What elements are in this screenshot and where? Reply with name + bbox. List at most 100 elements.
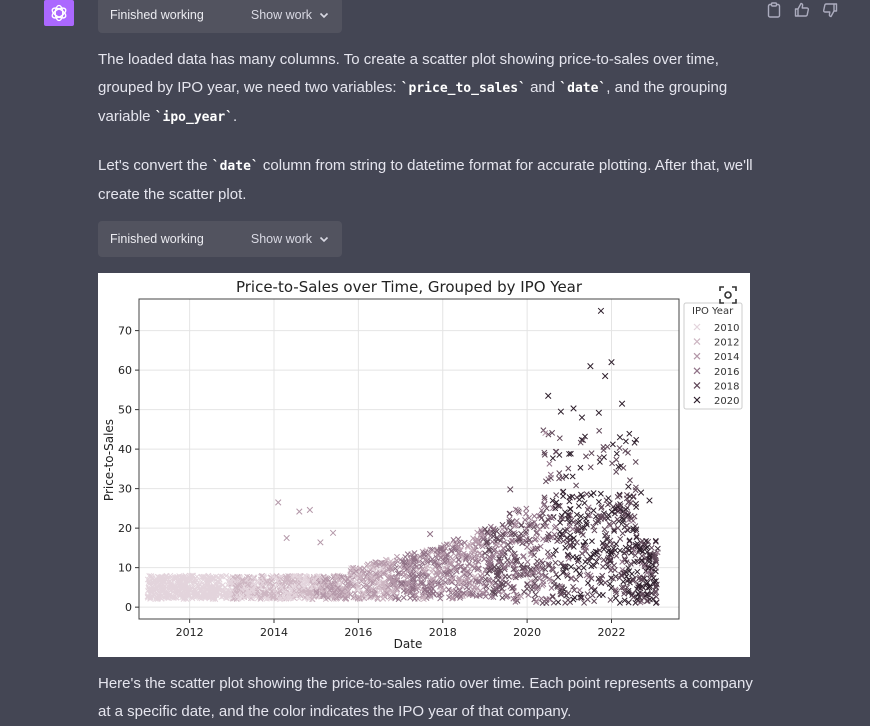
scatter-point (562, 563, 569, 569)
scatter-point (481, 580, 488, 587)
scatter-point (239, 576, 246, 583)
scatter-point (449, 595, 456, 602)
scatter-point (403, 559, 410, 566)
clipboard-icon[interactable] (764, 0, 784, 20)
scatter-point (481, 556, 488, 563)
scatter-point (583, 453, 589, 460)
scatter-point (545, 392, 552, 399)
scatter-point (336, 581, 342, 587)
scatter-point (513, 591, 520, 598)
scatter-point (206, 577, 213, 584)
scatter-point (499, 594, 506, 601)
thumbs-up-icon[interactable] (792, 0, 812, 20)
scatter-point (364, 571, 371, 578)
scatter-point (557, 408, 565, 415)
scatter-point (624, 492, 630, 498)
scatter-point (596, 512, 603, 519)
scatter-point (632, 599, 639, 606)
show-work-toggle[interactable]: Show work (251, 232, 330, 246)
scatter-point (272, 590, 279, 597)
scatter-point (596, 454, 603, 461)
y-tick-label: 50 (118, 404, 132, 417)
scatter-point (497, 567, 504, 574)
scatter-point (645, 591, 652, 598)
scatter-point (499, 526, 506, 533)
scatter-point (492, 585, 499, 592)
scatter-point (406, 566, 412, 573)
scatter-point (504, 592, 511, 599)
scatter-point (333, 573, 340, 580)
scatter-point (638, 552, 645, 559)
scatter-point (651, 550, 658, 557)
scatter-point (570, 535, 577, 542)
scatter-point (209, 586, 216, 593)
scatter-point (296, 572, 303, 579)
scatter-point (490, 594, 497, 601)
scatter-point (426, 576, 433, 583)
scatter-point (608, 359, 615, 366)
scatter-point (446, 560, 453, 567)
chevron-down-icon (319, 236, 329, 243)
scatter-point (576, 518, 583, 525)
scatter-point (302, 573, 309, 580)
scatter-point (606, 580, 613, 587)
scatter-point (653, 584, 660, 591)
scatter-point (599, 591, 606, 598)
scatter-point (214, 584, 221, 591)
scatter-point (619, 514, 626, 521)
scatter-point (420, 580, 427, 586)
scatter-point (440, 551, 447, 558)
scatter-point (468, 551, 475, 558)
scatter-point (188, 572, 195, 579)
x-tick-label: 2012 (176, 626, 204, 639)
scatter-point (296, 575, 303, 581)
scatter-point (626, 477, 633, 484)
scatter-point (558, 591, 565, 598)
scatter-point (467, 590, 474, 597)
scatter-point (530, 569, 536, 576)
scatter-point (312, 577, 318, 584)
scatter-point (284, 576, 291, 583)
scatter-point (560, 568, 567, 575)
legend-marker (693, 338, 701, 346)
scatter-point (634, 568, 641, 575)
scatter-point (617, 535, 624, 542)
scatter-point (420, 551, 427, 558)
plot-frame (138, 298, 680, 620)
scatter-point (508, 545, 514, 552)
y-tick-label: 10 (118, 562, 132, 575)
scatter-point (488, 593, 494, 600)
scatter-point (627, 560, 634, 567)
scatter-point (633, 533, 640, 540)
scatter-point (165, 595, 172, 601)
scatter-point (336, 592, 343, 599)
scatter-point (634, 540, 641, 547)
scatter-point (374, 595, 381, 602)
scatter-point (181, 595, 188, 602)
scatter-point (643, 569, 650, 576)
scatter-point (456, 575, 463, 582)
scatter-point (461, 567, 467, 574)
scatter-point (570, 405, 577, 412)
expand-icon[interactable] (718, 285, 738, 305)
scatter-point (535, 569, 542, 576)
scatter-point (653, 593, 660, 600)
scatter-point (325, 581, 332, 587)
scatter-point (435, 553, 442, 560)
scatter-point (409, 574, 416, 581)
scatter-point (393, 587, 400, 594)
scatter-point (366, 562, 373, 569)
thumbs-down-icon[interactable] (820, 0, 840, 20)
scatter-point (393, 557, 400, 564)
scatter-point (606, 522, 613, 529)
show-work-toggle[interactable]: Show work (251, 8, 330, 22)
scatter-point (521, 588, 528, 595)
scatter-point (387, 593, 394, 600)
scatter-point (320, 591, 327, 598)
scatter-point (270, 590, 277, 597)
scatter-point (583, 572, 590, 579)
y-tick-label: 20 (118, 522, 132, 535)
scatter-point (325, 587, 332, 594)
scatter-point (620, 570, 627, 577)
scatter-point (540, 536, 546, 543)
